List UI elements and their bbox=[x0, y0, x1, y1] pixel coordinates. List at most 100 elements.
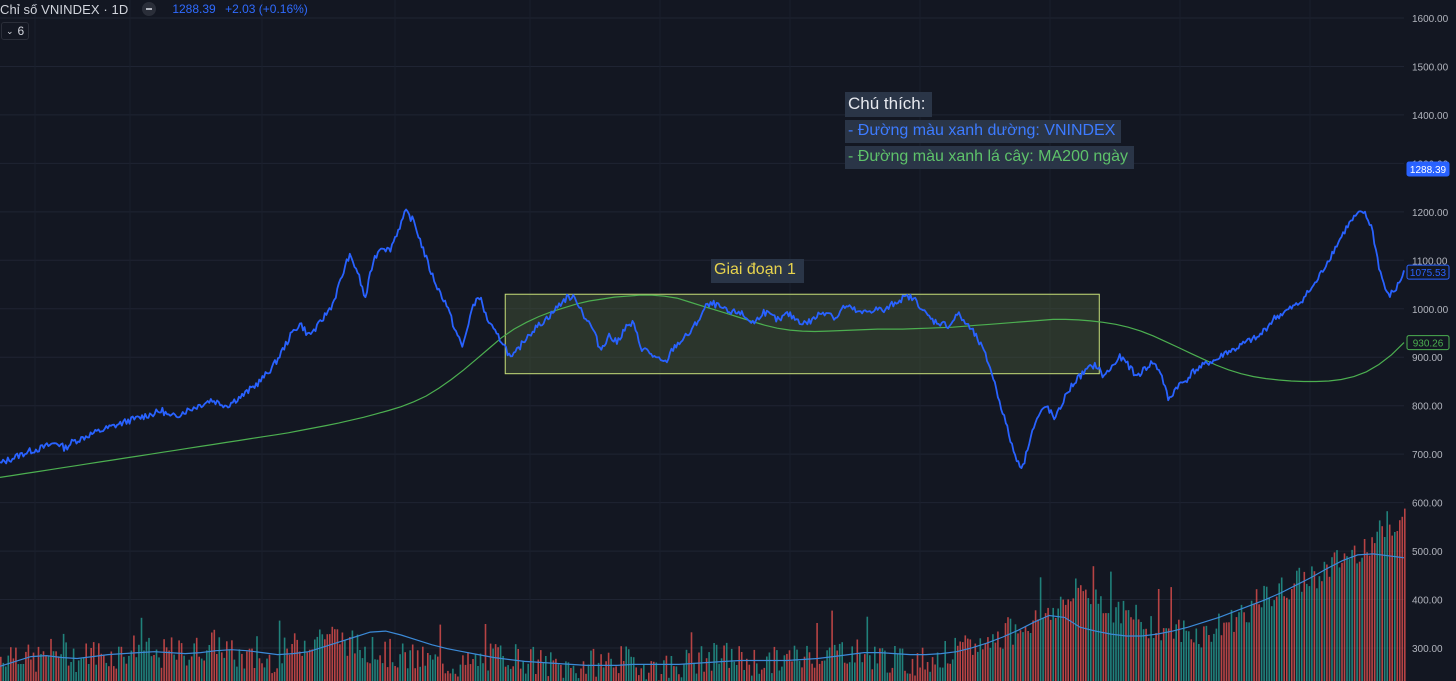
volume-bar bbox=[527, 663, 529, 681]
volume-bar bbox=[1265, 586, 1268, 681]
volume-bar bbox=[1399, 520, 1401, 681]
volume-bar bbox=[1278, 583, 1280, 681]
volume-bar bbox=[1351, 549, 1353, 681]
volume-bar bbox=[1095, 589, 1097, 681]
volume-bar bbox=[125, 663, 128, 681]
volume-bar bbox=[467, 652, 469, 681]
volume-bar bbox=[1190, 639, 1193, 681]
volume-bar bbox=[851, 646, 853, 681]
volume-bar bbox=[989, 647, 992, 681]
volume-bar bbox=[1391, 535, 1393, 681]
volume-bar bbox=[1062, 599, 1064, 681]
volume-bar bbox=[77, 660, 80, 681]
volume-bar bbox=[778, 670, 781, 681]
volume-bar bbox=[1100, 596, 1102, 681]
volume-bar bbox=[82, 657, 85, 681]
volume-bar bbox=[710, 670, 713, 681]
volume-bar bbox=[987, 637, 989, 681]
volume-bar bbox=[248, 648, 251, 681]
volume-bar bbox=[2, 662, 5, 681]
y-tick-label: 300.00 bbox=[1412, 644, 1443, 655]
volume-bar bbox=[1381, 526, 1383, 681]
y-tick-label: 700.00 bbox=[1412, 450, 1443, 461]
symbol-title[interactable]: Chỉ số VNINDEX · 1D bbox=[0, 1, 129, 17]
volume-bar bbox=[532, 646, 535, 681]
volume-bar bbox=[130, 650, 133, 681]
volume-bar bbox=[894, 646, 896, 681]
volume-bar bbox=[1255, 589, 1258, 681]
volume-bar bbox=[326, 634, 329, 681]
volume-bar bbox=[175, 659, 178, 681]
volume-bar bbox=[826, 650, 828, 681]
volume-bar bbox=[115, 668, 118, 681]
volume-bar bbox=[489, 643, 492, 681]
volume-bar bbox=[974, 643, 977, 681]
volume-bar bbox=[492, 648, 494, 681]
volume-bar bbox=[1205, 625, 1208, 681]
volume-bar bbox=[329, 634, 331, 681]
chevron-down-icon: ⌄ bbox=[6, 25, 14, 36]
price-label-text: 1288.39 bbox=[1410, 165, 1447, 176]
volume-bar bbox=[158, 657, 160, 681]
volume-bar bbox=[650, 661, 653, 681]
price-label-box bbox=[1406, 335, 1450, 351]
volume-bar bbox=[165, 647, 168, 681]
volume-bar bbox=[1258, 604, 1260, 681]
volume-bar bbox=[821, 660, 823, 681]
volume-bar bbox=[1306, 583, 1308, 681]
price-label-1075.53: 1075.53 bbox=[1406, 264, 1450, 280]
volume-bar bbox=[610, 658, 612, 681]
volume-bar bbox=[545, 656, 547, 681]
volume-bar bbox=[1293, 583, 1296, 681]
volume-bar bbox=[1286, 597, 1288, 681]
volume-bar bbox=[595, 676, 597, 681]
collapse-legend-button[interactable] bbox=[142, 2, 157, 16]
volume-bar bbox=[487, 670, 489, 681]
volume-bar bbox=[1185, 630, 1188, 681]
legend-title: Chú thích: bbox=[845, 92, 932, 117]
volume-bar bbox=[665, 655, 668, 681]
volume-bars bbox=[0, 508, 1406, 681]
volume-bar bbox=[409, 650, 411, 681]
volume-bar bbox=[25, 651, 27, 681]
volume-bar bbox=[246, 651, 248, 681]
volume-bar bbox=[324, 639, 326, 681]
volume-bar bbox=[273, 671, 276, 681]
volume-bar bbox=[670, 656, 673, 681]
volume-bar bbox=[904, 670, 906, 681]
volume-bar bbox=[100, 653, 103, 681]
volume-bar bbox=[1022, 632, 1024, 681]
volume-bar bbox=[228, 649, 231, 681]
volume-bar bbox=[655, 662, 658, 681]
volume-bar bbox=[911, 658, 914, 681]
volume-bar bbox=[1225, 622, 1228, 681]
volume-bar bbox=[962, 642, 964, 681]
volume-bar bbox=[1172, 638, 1175, 681]
volume-bar bbox=[723, 645, 725, 681]
volume-bar bbox=[728, 667, 730, 681]
volume-bar bbox=[95, 664, 97, 681]
last-price: 1288.39 bbox=[172, 2, 216, 16]
volume-bar bbox=[155, 649, 158, 681]
volume-bar bbox=[507, 665, 509, 681]
volume-bar bbox=[376, 659, 379, 681]
volume-bar bbox=[1059, 596, 1062, 681]
volume-bar bbox=[643, 664, 645, 681]
volume-bar bbox=[773, 646, 776, 681]
volume-bar bbox=[57, 656, 60, 681]
volume-bar bbox=[1275, 596, 1278, 681]
volume-bar bbox=[859, 653, 861, 681]
volume-bar bbox=[221, 652, 223, 681]
volume-bar bbox=[163, 639, 165, 681]
volume-bar bbox=[675, 666, 678, 681]
indicators-toggle-button[interactable]: ⌄ 6 bbox=[1, 22, 30, 40]
volume-bar bbox=[1233, 631, 1235, 681]
volume-bar bbox=[846, 663, 848, 681]
volume-bar bbox=[685, 649, 688, 681]
volume-bar bbox=[587, 664, 590, 681]
volume-bar bbox=[1378, 520, 1381, 681]
volume-bar bbox=[118, 646, 120, 681]
volume-bar bbox=[833, 644, 836, 681]
